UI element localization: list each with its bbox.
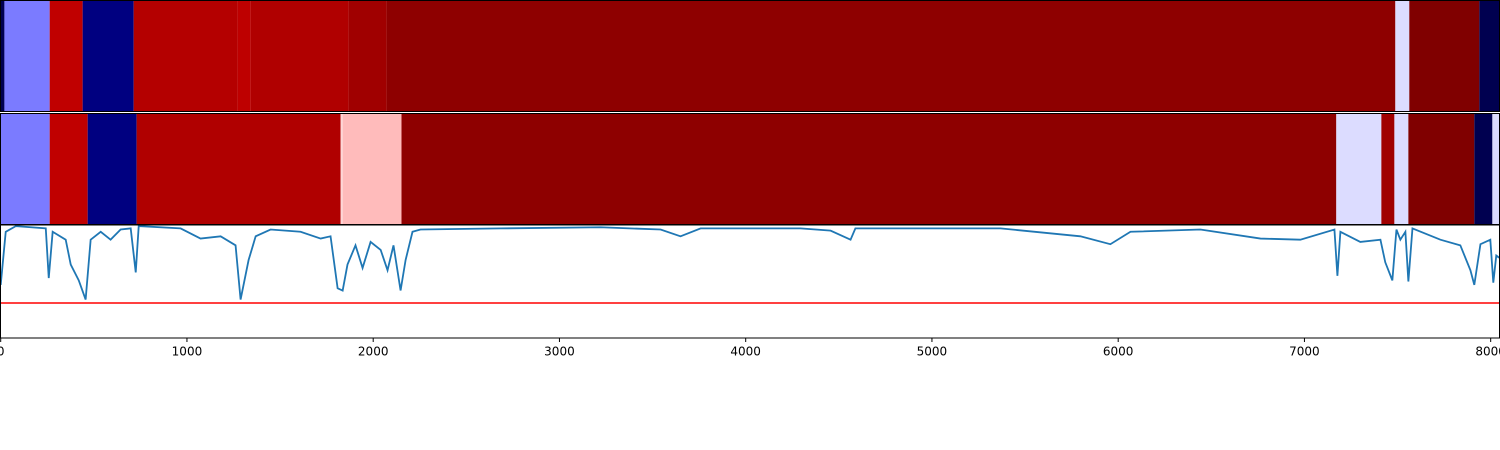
strip-segment — [0, 113, 50, 225]
strip-segment — [386, 0, 1396, 112]
strip-segment — [136, 113, 341, 225]
strip-segment — [1336, 113, 1382, 225]
strip-segment — [1394, 113, 1409, 225]
strip-segment — [1479, 0, 1500, 112]
strip-segment — [1381, 113, 1395, 225]
strip-segment — [342, 113, 402, 225]
x-tick-label: 7000 — [1289, 345, 1320, 359]
x-tick-label: 3000 — [544, 345, 575, 359]
strip-segment — [49, 0, 83, 112]
x-tick-label: 1000 — [172, 345, 203, 359]
strip-segment — [1474, 113, 1493, 225]
data-line — [0, 225, 1500, 300]
axes-frame — [0, 224, 1500, 339]
strip-segment — [1409, 0, 1480, 112]
strip-segment — [0, 0, 5, 112]
strip-segment — [1408, 113, 1475, 225]
strip-segment — [49, 113, 88, 225]
strip-segment — [133, 0, 238, 112]
x-tick-label: 8000 — [1475, 345, 1500, 359]
strip-segment — [401, 113, 1337, 225]
x-tick-label: 0 — [0, 345, 5, 359]
strip-segment — [250, 0, 349, 112]
strip-segment — [1492, 113, 1500, 225]
strip-segment — [82, 0, 134, 112]
strip-segment — [348, 0, 387, 112]
x-tick-label: 5000 — [917, 345, 948, 359]
strip-segment — [237, 0, 251, 112]
strip-segment — [1395, 0, 1410, 112]
x-tick-label: 2000 — [358, 345, 389, 359]
strip-segment — [87, 113, 137, 225]
x-tick-label: 4000 — [730, 345, 761, 359]
strip-segment — [340, 113, 343, 225]
strip-segment — [4, 0, 50, 112]
x-tick-label: 6000 — [1103, 345, 1134, 359]
